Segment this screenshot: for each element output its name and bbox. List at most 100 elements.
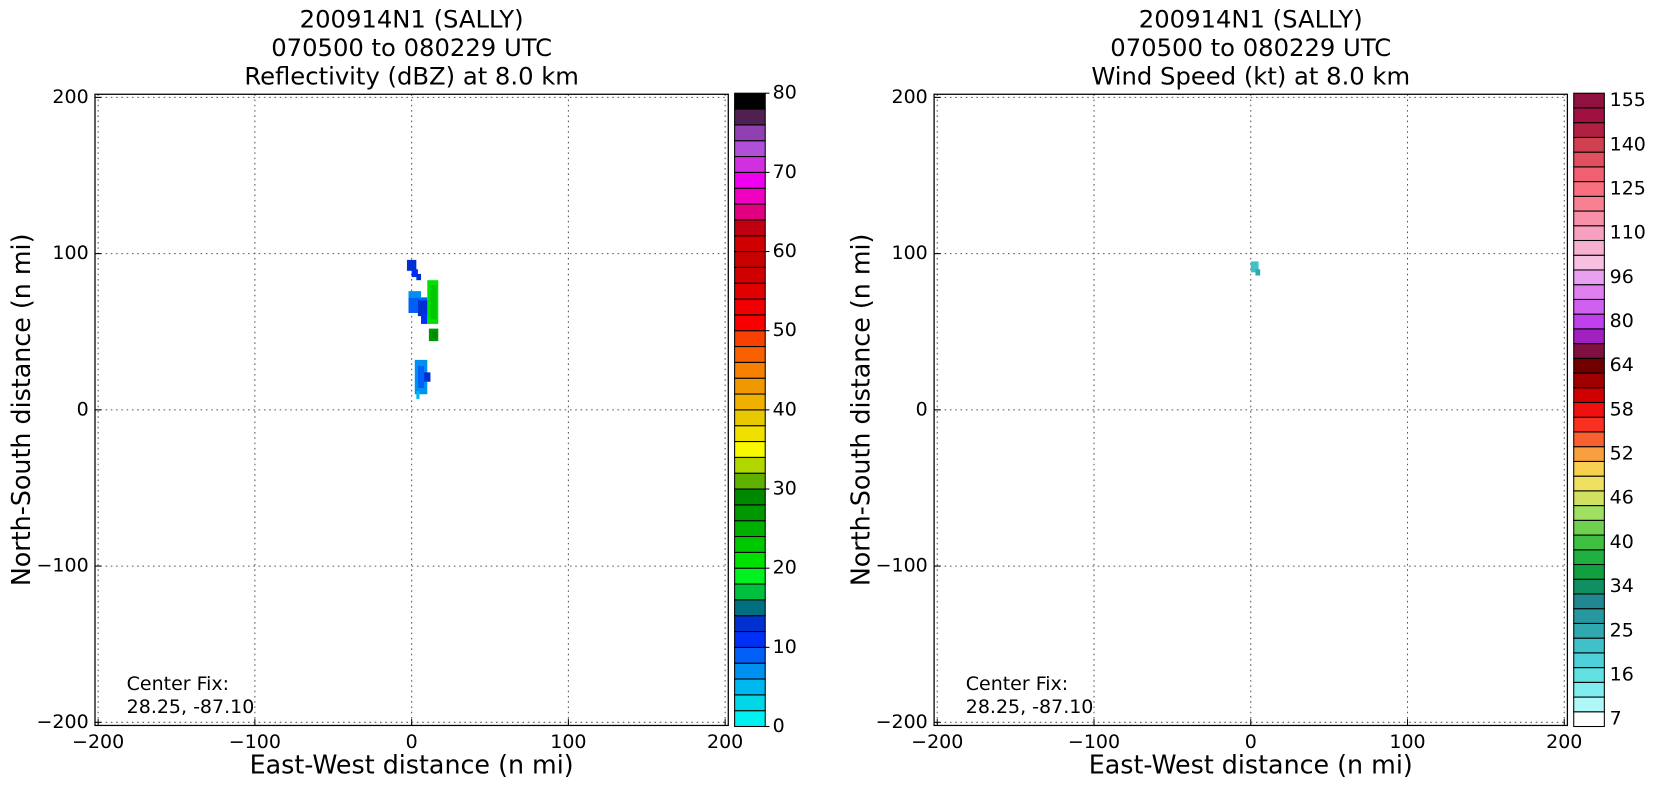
colorbar-box [1573,681,1605,698]
colorbar-label: 155 [1610,89,1646,111]
colorbar-box [734,124,766,142]
colorbar-box [1573,225,1605,242]
cell [416,391,420,399]
colorbar-box [1573,460,1605,477]
plot-frame [933,93,1569,727]
cell [430,284,437,320]
colorbar-label: 40 [773,398,797,420]
x-axis-label: East-West distance (n mi) [250,750,574,780]
colorbar-box [734,488,766,506]
colorbar-box [734,219,766,237]
colorbar-box [1573,357,1605,374]
colorbar-box [1573,490,1605,507]
colorbar-box [1573,284,1605,300]
colorbar-box [734,187,766,205]
cell [417,300,428,317]
colorbar-label: 10 [773,636,797,658]
colorbar-box [734,108,766,126]
y-tick-label: −100 [37,555,89,577]
colorbar-box [734,440,766,458]
colorbar-box [1573,372,1605,389]
colorbar-box [734,235,766,253]
colorbar-box [1573,549,1605,566]
cell [408,291,422,298]
colorbar-box [734,551,766,569]
colorbar-label: 40 [1610,531,1634,553]
colorbar-box [734,251,766,268]
colorbar-box [734,156,766,173]
colorbar-box [734,282,766,300]
plot-frame [94,93,729,727]
colorbar-box [1573,652,1605,669]
colorbar-box [1573,475,1605,492]
colorbar-label: 140 [1610,133,1646,155]
colorbar-label: 125 [1610,177,1646,199]
colorbar-box [1573,136,1605,153]
chart-title: 070500 to 080229 UTC [271,33,552,62]
colorbar-box [734,630,766,648]
colorbar-box [1573,667,1605,683]
colorbar-label: 52 [1610,443,1634,465]
colorbar-label: 64 [1610,354,1634,376]
y-tick-label: −200 [37,711,89,733]
colorbar-box [734,567,766,585]
colorbar-box [734,140,766,158]
colorbar-box [1573,210,1605,227]
colorbar-box [1573,181,1605,197]
colorbar-box [734,599,766,617]
colorbar-box [734,646,766,664]
colorbar-box [1573,578,1605,595]
y-tick-label: 200 [52,86,88,108]
colorbar-box [734,456,766,474]
chart-title: 200914N1 (SALLY) [1139,4,1363,33]
cell [406,259,417,271]
colorbar-box [1573,534,1605,551]
colorbar-box [734,266,766,284]
colorbar-box [1573,313,1605,330]
colorbar-box [1573,195,1605,212]
y-axis-label: North-South distance (n mi) [6,234,36,587]
colorbar-box [1573,446,1605,462]
colorbar-box [1573,505,1605,521]
colorbar-label: 30 [773,478,797,500]
y-tick-label: 200 [892,86,928,108]
colorbar-box [1573,269,1605,286]
colorbar-box [734,615,766,633]
colorbar-label: 70 [773,161,797,183]
colorbar-box [1573,298,1605,315]
colorbar-label: 80 [773,82,797,104]
colorbar-box [734,298,766,316]
colorbar-box [1573,343,1605,359]
colorbar-label: 20 [773,557,797,579]
y-tick-label: −100 [876,555,928,577]
chart-title: Reflectivity (dBZ) at 8.0 km [244,61,579,90]
colorbar-label: 60 [773,240,797,262]
colorbar-box [734,678,766,696]
colorbar-box [1573,92,1605,109]
colorbar-box [734,409,766,427]
chart-title: Wind Speed (kt) at 8.0 km [1091,61,1410,90]
colorbar-box [734,346,766,363]
colorbar-box [1573,239,1605,256]
colorbar-box [734,710,766,728]
colorbar-box [734,171,766,189]
colorbar-label: 80 [1610,310,1634,332]
cell [1250,261,1259,273]
cell [424,372,431,382]
colorbar-box [1573,166,1605,183]
colorbar-box [734,425,766,443]
colorbar-box [734,330,766,348]
colorbar-box [734,662,766,680]
x-tick-label: −200 [72,731,124,753]
colorbar-label: 34 [1610,575,1634,597]
colorbar-box [734,472,766,490]
colorbar-box [734,92,766,110]
x-tick-label: 0 [1245,731,1257,753]
cell [417,366,425,388]
colorbar-box [1573,593,1605,610]
cell [416,273,422,281]
annotation: Center Fix: [127,673,229,695]
colorbar-box [734,535,766,553]
